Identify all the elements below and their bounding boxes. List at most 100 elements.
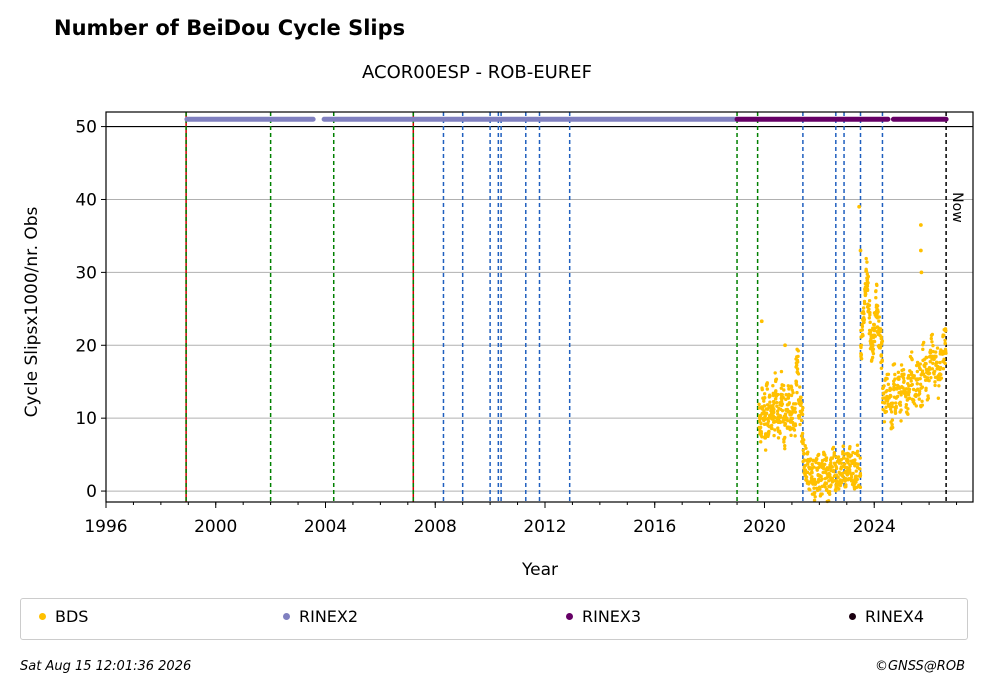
bds-point [943,338,947,343]
bds-point [921,347,925,352]
bds-point [931,357,936,361]
bds-point [829,460,833,465]
bds-point [866,281,870,285]
bds-point [841,444,845,449]
bds-point [794,380,799,384]
bds-point [820,492,824,496]
bds-point [816,465,821,470]
bds-point [924,388,928,392]
bds-point [859,356,864,361]
bds-point [781,383,786,388]
x-tick-label: 2012 [523,517,566,537]
bds-point [893,411,898,415]
y-axis-label: Cycle Slipsx1000/nr. Obs [22,206,42,417]
bds-point [824,458,828,463]
legend-item-rinex2: RINEX2 [283,607,358,626]
bds-point [908,354,913,359]
bds-point [855,477,859,481]
bds-point [791,409,795,413]
bds-point [849,453,854,458]
bds-point [814,460,818,465]
bds-point [906,412,910,416]
bds-point [848,463,852,467]
bds-point [795,370,799,374]
x-tick-label: 2020 [743,517,786,537]
bds-point [862,312,866,316]
bds-point [927,371,932,375]
bds-point [881,392,886,396]
bds-point [834,479,839,484]
bds-point [890,422,894,427]
bds-point [888,386,892,390]
bds-point [799,401,803,406]
bds-point [829,456,833,460]
bds-point [762,399,766,403]
bds-point [793,410,798,414]
bds-point [893,401,898,405]
bds-point [867,303,872,308]
bds-point [770,426,774,431]
legend-item-rinex3: RINEX3 [566,607,641,626]
bds-point [907,396,912,400]
bds-point [865,260,869,264]
bds-point [763,436,767,440]
bds-point [894,404,898,409]
bds-point [768,394,772,398]
bds-point [787,401,792,405]
bds-point [776,426,780,430]
bds-point [888,407,893,411]
bds-point [786,384,790,388]
bds-point [879,353,884,357]
bds-point [836,475,840,479]
bds-point [806,450,810,454]
bds-point [871,347,876,351]
bds-point [782,388,786,392]
bds-point [763,448,768,452]
legend-label-rinex2: RINEX2 [299,607,359,626]
bds-point [773,371,777,375]
bds-point [851,471,855,476]
bds-point [916,363,921,367]
bds-point [805,459,809,463]
bds-point [879,335,884,339]
bds-point [854,469,858,473]
bds-point [779,369,784,374]
bds-point [799,418,804,423]
bds-point [758,425,763,430]
bds-point [921,343,925,347]
bds-point [880,339,885,343]
bds-point [776,412,780,416]
bds-point [780,408,785,413]
bds-point [788,425,792,430]
bds-point [808,488,812,492]
bds-point [833,488,838,492]
bds-point [804,446,808,450]
bds-point [841,474,845,479]
legend-item-bds: BDS [39,607,88,626]
bds-point [805,470,810,475]
bds-point [900,368,904,373]
bds-point [758,416,762,421]
bds-point [870,355,875,360]
bds-point [792,428,797,432]
bds-point [864,256,868,261]
bds-point [915,369,920,374]
bds-point [872,339,877,344]
bds-point [898,410,902,414]
bds-point [817,452,821,457]
bds-point [772,410,776,415]
bds-point [781,395,785,400]
bds-point [793,402,798,406]
chart-subtitle: ACOR00ESP - ROB-EUREF [362,62,593,83]
y-tick-label: 40 [75,190,97,210]
bds-point [787,387,791,391]
bds-point [773,397,778,401]
bds-point [829,483,833,487]
bds-point [889,426,894,430]
bds-point [802,452,806,456]
bds-point [822,452,826,457]
bds-point [889,401,894,405]
bds-point [848,468,852,472]
bds-point [874,296,878,300]
bds-point [928,360,932,364]
